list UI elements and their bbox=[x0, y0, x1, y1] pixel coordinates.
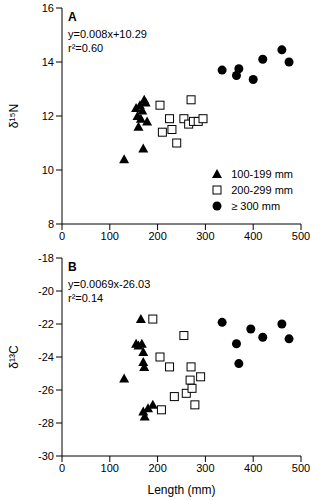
svg-text:δ¹³C: δ¹³C bbox=[8, 345, 21, 369]
svg-text:δ¹⁵N: δ¹⁵N bbox=[8, 104, 21, 128]
svg-text:0: 0 bbox=[59, 462, 65, 474]
svg-text:10: 10 bbox=[42, 164, 54, 176]
svg-text:200: 200 bbox=[148, 462, 166, 474]
svg-text:-30: -30 bbox=[38, 450, 54, 462]
html-text:≥ 300 mm: ≥ 300 mm bbox=[231, 200, 281, 212]
svg-text:200: 200 bbox=[148, 230, 166, 242]
svg-text:300: 300 bbox=[196, 462, 214, 474]
html-text:100-199 mm: 100-199 mm bbox=[231, 168, 293, 180]
svg-text:-24: -24 bbox=[38, 351, 54, 363]
svg-text:300: 300 bbox=[196, 230, 214, 242]
svg-text:-28: -28 bbox=[38, 417, 54, 429]
html-text:r²=0.14: r²=0.14 bbox=[68, 292, 104, 304]
html-text:y=0.008x+10.29: y=0.008x+10.29 bbox=[68, 28, 147, 40]
svg-text:8: 8 bbox=[48, 218, 54, 230]
svg-text:-20: -20 bbox=[38, 285, 54, 297]
svg-text:100: 100 bbox=[101, 230, 119, 242]
svg-text:100: 100 bbox=[101, 462, 119, 474]
svg-text:16: 16 bbox=[42, 2, 54, 14]
html-text:r²=0.60: r²=0.60 bbox=[68, 42, 104, 54]
svg-text:-18: -18 bbox=[38, 252, 54, 264]
svg-text:400: 400 bbox=[244, 462, 262, 474]
svg-text:14: 14 bbox=[42, 56, 54, 68]
svg-text:-22: -22 bbox=[38, 318, 54, 330]
html-text:y=0.0069x-26.03: y=0.0069x-26.03 bbox=[68, 278, 151, 290]
svg-text:12: 12 bbox=[42, 110, 54, 122]
html-text:200-299 mm: 200-299 mm bbox=[231, 184, 293, 196]
svg-text:500: 500 bbox=[292, 462, 310, 474]
svg-text:-26: -26 bbox=[38, 384, 54, 396]
html-text:B: B bbox=[68, 260, 77, 274]
svg-text:400: 400 bbox=[244, 230, 262, 242]
svg-text:500: 500 bbox=[292, 230, 310, 242]
svg-text:Length (mm): Length (mm) bbox=[147, 483, 215, 497]
html-text:A: A bbox=[68, 10, 77, 24]
svg-text:0: 0 bbox=[59, 230, 65, 242]
